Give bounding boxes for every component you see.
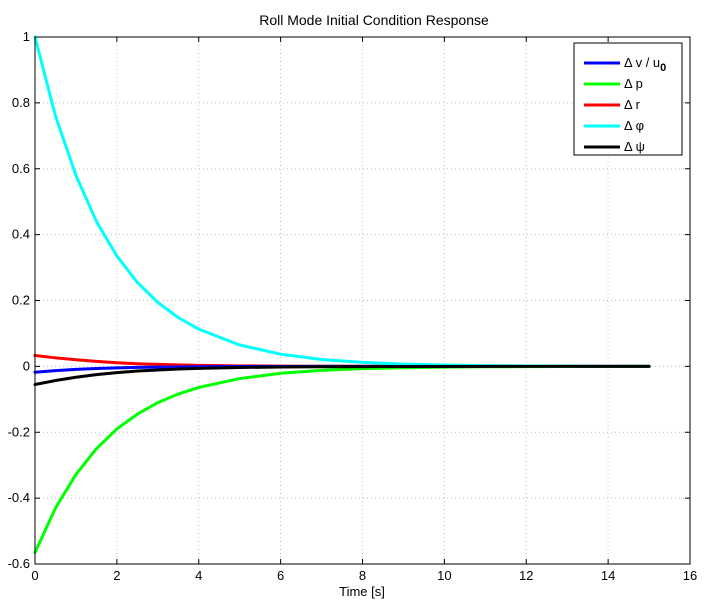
x-tick-label: 2	[113, 568, 120, 583]
series-line-5	[33, 364, 651, 386]
x-tick-label: 8	[359, 568, 366, 583]
tick-labels: 0 2 4 6 8 10 12 14 16 -0.6 -0.4 -0.2 0 0.2 0.4 0.6 0.8 1	[8, 29, 698, 583]
x-tick-label: 4	[195, 568, 202, 583]
chart-title: Roll Mode Initial Condition Response	[259, 12, 489, 28]
x-tick-label: 16	[683, 568, 697, 583]
y-tick-label: 0.2	[12, 293, 30, 308]
y-tick-label: 0.6	[12, 161, 30, 176]
legend-subscript: 0	[660, 62, 666, 74]
x-tick-label: 6	[277, 568, 284, 583]
y-tick-label: 0.8	[12, 95, 30, 110]
y-tick-label: -0.2	[8, 424, 30, 439]
x-axis-label: Time [s]	[339, 584, 385, 599]
legend-label-4: Δ φ	[624, 118, 644, 133]
y-tick-label: 1	[23, 29, 30, 44]
legend-label-2: Δ p	[624, 76, 643, 91]
y-tick-label: 0.4	[12, 227, 30, 242]
axis-ticks	[34, 36, 691, 565]
x-tick-label: 0	[31, 568, 38, 583]
x-tick-label: 10	[437, 568, 451, 583]
y-tick-label: -0.6	[8, 556, 30, 571]
legend: Δ v / u0 Δ p Δ r Δ φ Δ ψ	[573, 42, 683, 156]
series-group	[33, 35, 651, 554]
legend-label-1: Δ v / u0	[624, 55, 666, 74]
x-tick-label: 14	[601, 568, 615, 583]
y-tick-label: 0	[23, 358, 30, 373]
y-tick-label: -0.4	[8, 490, 30, 505]
x-tick-label: 12	[519, 568, 533, 583]
legend-label-3: Δ r	[624, 97, 641, 112]
legend-label-5: Δ ψ	[624, 139, 645, 154]
